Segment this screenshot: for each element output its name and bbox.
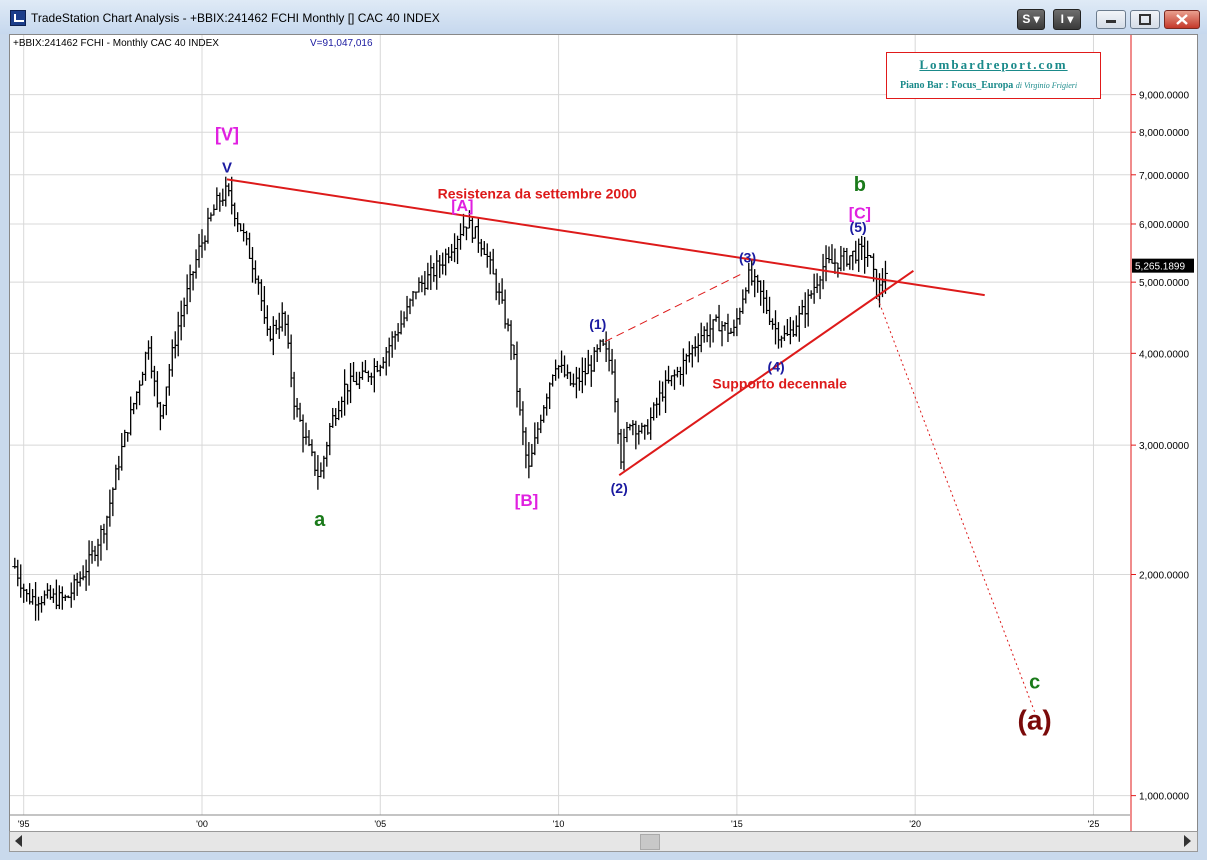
price-bars bbox=[12, 176, 888, 621]
close-button[interactable] bbox=[1164, 10, 1200, 29]
chart-annotation: Supporto decennale bbox=[712, 376, 847, 392]
last-price-label: 5,265.1899 bbox=[1135, 262, 1185, 273]
wave-label: b bbox=[854, 174, 866, 196]
logo-title: Lombardreport.com bbox=[919, 57, 1068, 72]
projection-dotted-line bbox=[877, 298, 1036, 713]
y-tick-label: 4,000.0000 bbox=[1139, 349, 1189, 360]
resistance-trendline bbox=[226, 178, 985, 297]
symbol-link-label: S bbox=[1022, 12, 1031, 26]
wave-label: (1) bbox=[589, 316, 606, 332]
logo-subtitle-main: Piano Bar : Focus_Europa bbox=[900, 80, 1014, 91]
title-bar[interactable]: TradeStation Chart Analysis - +BBIX:2414… bbox=[0, 0, 1207, 34]
time-axis: '95 '00 '05 '10 '15 '20 '25 bbox=[10, 814, 1130, 829]
indicator-label: I bbox=[1060, 12, 1064, 26]
horizontal-scrollbar[interactable] bbox=[9, 831, 1198, 852]
close-icon bbox=[1176, 14, 1188, 25]
y-tick-label: 5,000.0000 bbox=[1139, 278, 1189, 289]
wave-label: (4) bbox=[768, 358, 785, 374]
app-icon bbox=[10, 10, 26, 26]
logo-subtitle: Piano Bar : Focus_Europa di Virginio Fri… bbox=[900, 80, 1077, 91]
y-tick-label: 1,000.0000 bbox=[1139, 792, 1189, 803]
x-tick-label: '15 bbox=[731, 819, 743, 829]
wave-label: [A] bbox=[451, 198, 473, 215]
indicator-button[interactable]: I ▾ bbox=[1053, 9, 1081, 30]
wave-labels: [V] V [A] a [B] (1) (2) (3) (4) (5) b [C] c (a) Resist… bbox=[215, 124, 1052, 735]
y-tick-label: 6,000.0000 bbox=[1139, 220, 1189, 231]
x-tick-label: '00 bbox=[196, 819, 208, 829]
logo-subtitle-author: di Virginio Frigieri bbox=[1015, 81, 1078, 90]
chart-annotation: Resistenza da settembre 2000 bbox=[438, 185, 637, 201]
scroll-left-icon[interactable] bbox=[15, 835, 22, 847]
wave-1-3-dashed-line bbox=[604, 272, 745, 343]
wave-label: [V] bbox=[215, 124, 239, 144]
x-tick-label: '20 bbox=[909, 819, 921, 829]
x-tick-label: '10 bbox=[553, 819, 565, 829]
support-trendline bbox=[618, 270, 914, 477]
wave-label: (a) bbox=[1018, 705, 1052, 736]
wave-label: V bbox=[222, 160, 232, 177]
minimize-icon bbox=[1106, 20, 1116, 23]
wave-label: [C] bbox=[849, 206, 871, 223]
chart-area[interactable]: [V] V [A] a [B] (1) (2) (3) (4) (5) b [C] c (a) Resist… bbox=[9, 34, 1198, 832]
maximize-icon bbox=[1139, 14, 1151, 25]
wave-label: (5) bbox=[850, 219, 867, 235]
wave-label: [B] bbox=[515, 491, 539, 510]
wave-label: (3) bbox=[739, 249, 756, 265]
symbol-info: +BBIX:241462 FCHI - Monthly CAC 40 INDEX bbox=[13, 38, 219, 49]
symbol-link-button[interactable]: S ▾ bbox=[1017, 9, 1045, 30]
y-tick-label: 7,000.0000 bbox=[1139, 171, 1189, 182]
x-tick-label: '25 bbox=[1088, 819, 1100, 829]
window-title: TradeStation Chart Analysis - +BBIX:2414… bbox=[31, 11, 440, 25]
wave-label: c bbox=[1029, 671, 1040, 693]
x-tick-label: '05 bbox=[374, 819, 386, 829]
last-price-tag bbox=[1132, 258, 1194, 273]
price-axis: 1,000.0000 2,000.0000 3,000.0000 4,000.0000… bbox=[1130, 35, 1194, 831]
wave-label: (2) bbox=[611, 480, 628, 496]
grid-lines bbox=[10, 35, 1130, 815]
y-tick-label: 9,000.0000 bbox=[1139, 91, 1189, 102]
wave-label: a bbox=[314, 509, 326, 531]
scroll-right-icon[interactable] bbox=[1184, 835, 1191, 847]
lombardreport-logo: Lombardreport.com Piano Bar : Focus_Euro… bbox=[886, 52, 1101, 99]
volume-readout: V=91,047,016 bbox=[310, 38, 373, 49]
scroll-thumb[interactable] bbox=[640, 834, 660, 850]
x-tick-label: '95 bbox=[18, 819, 30, 829]
minimize-button[interactable] bbox=[1096, 10, 1126, 29]
y-tick-label: 8,000.0000 bbox=[1139, 128, 1189, 139]
y-tick-label: 2,000.0000 bbox=[1139, 570, 1189, 581]
maximize-button[interactable] bbox=[1130, 10, 1160, 29]
y-tick-label: 3,000.0000 bbox=[1139, 441, 1189, 452]
price-chart[interactable]: [V] V [A] a [B] (1) (2) (3) (4) (5) b [C] c (a) Resist… bbox=[10, 35, 1197, 831]
trend-lines bbox=[226, 178, 1036, 713]
